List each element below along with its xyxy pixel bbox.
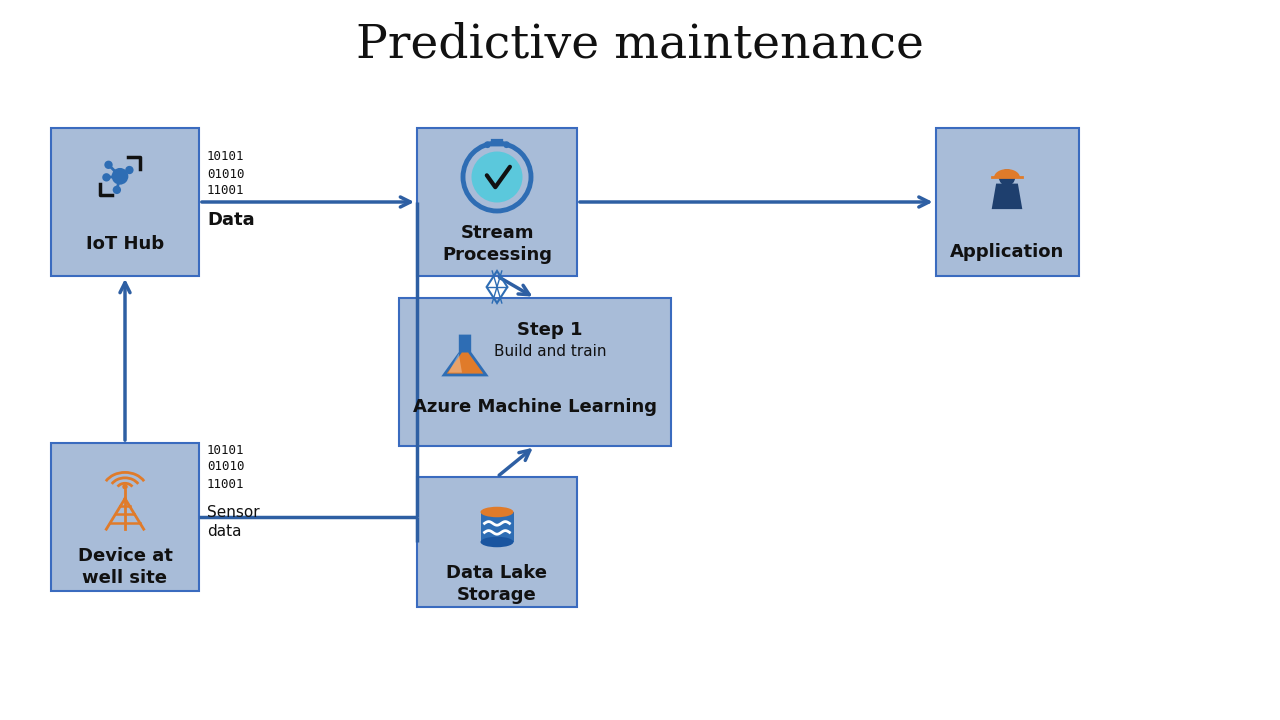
FancyBboxPatch shape xyxy=(51,128,198,276)
Text: Data Lake
Storage: Data Lake Storage xyxy=(447,564,548,604)
Circle shape xyxy=(102,174,110,181)
Ellipse shape xyxy=(480,507,513,517)
Text: 10101
01010
11001: 10101 01010 11001 xyxy=(207,150,244,197)
Text: Azure Machine Learning: Azure Machine Learning xyxy=(413,398,657,416)
Text: Sensor
data: Sensor data xyxy=(207,505,260,539)
Text: IoT Hub: IoT Hub xyxy=(86,235,164,253)
FancyBboxPatch shape xyxy=(51,443,198,591)
Polygon shape xyxy=(993,169,1020,177)
Circle shape xyxy=(998,169,1015,186)
Text: Build and train: Build and train xyxy=(494,344,607,359)
Circle shape xyxy=(484,141,492,148)
Text: Device at
well site: Device at well site xyxy=(78,547,173,587)
FancyBboxPatch shape xyxy=(417,477,577,607)
Polygon shape xyxy=(992,184,1023,209)
Text: Data: Data xyxy=(207,211,255,229)
Circle shape xyxy=(105,161,113,169)
Text: Stream
Processing: Stream Processing xyxy=(442,224,552,264)
Circle shape xyxy=(503,141,509,148)
Circle shape xyxy=(111,168,128,184)
FancyBboxPatch shape xyxy=(417,128,577,276)
Ellipse shape xyxy=(480,536,513,547)
Text: Predictive maintenance: Predictive maintenance xyxy=(356,22,924,68)
Circle shape xyxy=(123,484,128,490)
FancyBboxPatch shape xyxy=(461,336,470,353)
Circle shape xyxy=(113,186,122,194)
FancyBboxPatch shape xyxy=(480,512,513,542)
Text: 10101
01010
11001: 10101 01010 11001 xyxy=(207,444,244,490)
Polygon shape xyxy=(444,353,486,375)
FancyBboxPatch shape xyxy=(399,298,671,446)
Text: Step 1: Step 1 xyxy=(517,321,582,339)
Circle shape xyxy=(125,166,133,174)
Text: Application: Application xyxy=(950,243,1064,261)
FancyBboxPatch shape xyxy=(936,128,1079,276)
Circle shape xyxy=(471,151,522,202)
FancyBboxPatch shape xyxy=(490,139,503,146)
Polygon shape xyxy=(448,354,462,373)
